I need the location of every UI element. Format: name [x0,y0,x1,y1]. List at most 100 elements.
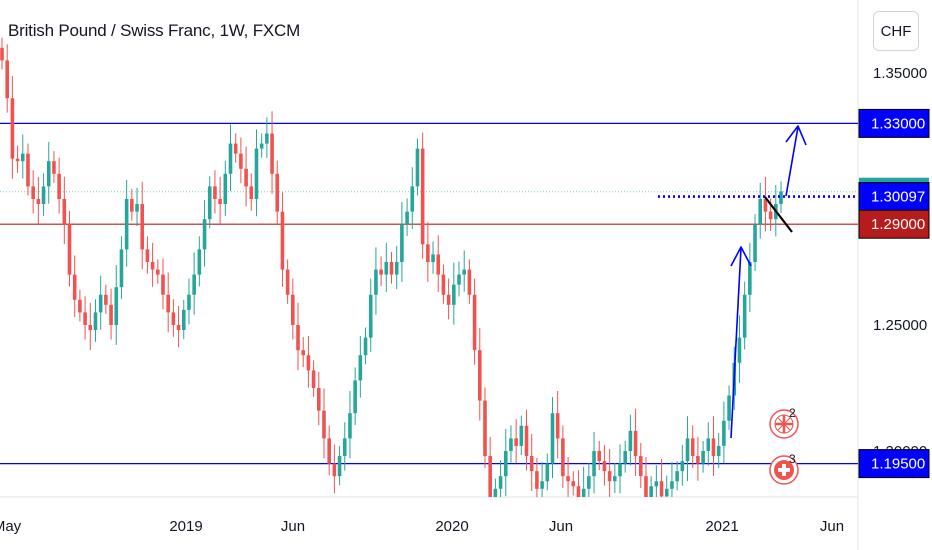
candle [223,160,228,216]
candle-body [394,262,399,275]
candle-body [550,413,555,464]
trend-break-line [764,196,793,233]
candle [296,302,300,371]
candle-body [529,456,534,472]
candle [685,416,690,482]
candle [592,431,596,494]
candle [332,444,337,494]
candle-body [306,355,311,371]
currency-button[interactable]: CHF [873,11,919,51]
price-label-3: 1.29000 [858,209,930,239]
candle-body [46,161,51,187]
candle-body [166,294,170,313]
candle [342,422,347,471]
upward-arrow-right-head [785,125,807,146]
swiss-flag-cross-h [778,468,790,472]
price-label-border [858,209,930,239]
price-label-border [858,108,930,138]
candle-body [233,143,238,154]
candle [535,458,539,497]
price-label-2: 1.30097 [858,182,930,212]
candle-body [109,304,113,325]
candle-body [659,481,664,497]
candle-body [374,269,378,295]
candle-body [483,400,487,457]
candle [555,391,560,459]
candle-body [410,186,415,212]
candle-body [618,463,622,477]
candle-body [592,451,596,477]
candle-body [628,430,633,451]
candle [638,442,643,488]
candle-body [690,438,695,457]
candle-body [207,186,212,220]
upward-arrow-left-head [730,246,752,267]
candle [633,408,638,476]
candle-body [265,133,269,144]
event-badge-0: 2 [769,406,799,439]
candle-body [98,294,103,313]
candle [477,328,482,421]
candle [72,255,77,318]
candle [104,284,108,314]
candle-body [78,299,82,313]
candle-body [742,294,747,338]
candle-body [249,186,254,199]
candle [259,133,264,158]
candle-body [88,325,93,331]
candle [753,214,757,272]
candle [467,259,472,304]
candle [140,181,145,270]
candle [197,236,202,287]
candle-body [275,173,280,212]
candle-body [587,476,591,489]
candle-body [701,451,705,464]
candle-body [368,294,373,338]
candle-body [171,312,176,325]
candle-body [93,312,98,331]
candle-body [379,269,383,275]
candle-body [254,148,259,199]
candle [587,463,591,497]
candle [249,173,254,211]
candle-body [239,153,243,169]
candle [156,259,160,284]
candle [613,463,617,494]
candle-body [566,476,570,482]
candle [493,478,498,497]
candle-body [327,438,331,464]
candle [389,251,394,284]
x-tick-label-1: 2019 [169,518,202,535]
candle-body [748,262,752,295]
candle [716,432,721,468]
candle-body [342,438,347,457]
candle-body [156,269,160,275]
candle-body [322,410,326,439]
candle [696,436,700,481]
price-label-text: 1.29000 [871,216,925,233]
candle-body [613,476,617,482]
candle-body [161,274,165,295]
candle [711,416,716,476]
price-label-box [859,109,929,138]
candle [607,448,612,497]
candle [322,388,326,459]
candle-body [420,148,425,245]
candle-body [124,199,129,250]
candle-body [675,471,679,482]
candle-body [31,186,35,199]
candle [644,457,648,497]
candle [452,262,456,325]
candle-body [145,249,150,262]
candle [311,360,316,398]
chart-title: British Pound / Swiss Franc, 1W, FXCM [8,21,301,40]
candle-body [223,173,228,205]
price-label-box [859,449,929,478]
candle-body [119,249,124,288]
candle-body [150,262,155,270]
candle-body [72,274,77,300]
candle [519,415,524,456]
candle-body [426,244,430,262]
